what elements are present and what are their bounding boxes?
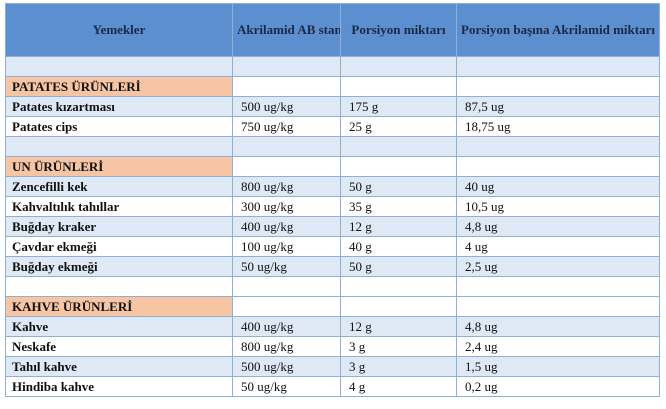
food-name: Patates cips	[5, 116, 233, 137]
per-portion-value: 1,5 ug	[456, 356, 660, 377]
eu-standard-value: 500 ug/kg	[232, 356, 341, 377]
section-row-flour: UN ÜRÜNLERİ	[5, 156, 660, 177]
table-row: Neskafe 800 ug/kg 3 g 2,4 ug	[5, 336, 660, 357]
portion-value: 50 g	[340, 176, 457, 197]
per-portion-value: 4 ug	[456, 236, 660, 257]
eu-standard-value: 400 ug/kg	[232, 316, 341, 337]
table-row: Patates cips 750 ug/kg 25 g 18,75 ug	[5, 116, 660, 137]
eu-standard-value: 50 ug/kg	[232, 376, 341, 397]
per-portion-value: 4,8 ug	[456, 316, 660, 337]
per-portion-value: 87,5 ug	[456, 96, 660, 117]
portion-value: 35 g	[340, 196, 457, 217]
portion-value: 25 g	[340, 116, 457, 137]
portion-value: 12 g	[340, 216, 457, 237]
food-name: Kahvaltılık tahıllar	[5, 196, 233, 217]
table-row: Tahıl kahve 500 ug/kg 3 g 1,5 ug	[5, 356, 660, 377]
blank-row	[5, 136, 660, 157]
portion-value: 3 g	[340, 336, 457, 357]
portion-value: 50 g	[340, 256, 457, 277]
per-portion-value: 10,5 ug	[456, 196, 660, 217]
header-per-portion: Porsiyon başına Akrilamid miktarı	[456, 3, 660, 57]
eu-standard-value: 300 ug/kg	[232, 196, 341, 217]
food-name: Patates kızartması	[5, 96, 233, 117]
table-row: Çavdar ekmeği 100 ug/kg 40 g 4 ug	[5, 236, 660, 257]
per-portion-value: 0,2 ug	[456, 376, 660, 397]
table-row: Zencefilli kek 800 ug/kg 50 g 40 ug	[5, 176, 660, 197]
section-label-flour: UN ÜRÜNLERİ	[5, 156, 233, 177]
table-header-row: Yemekler Akrilamid AB standardı Porsiyon…	[5, 3, 660, 57]
food-name: Zencefilli kek	[5, 176, 233, 197]
per-portion-value: 2,4 ug	[456, 336, 660, 357]
food-name: Tahıl kahve	[5, 356, 233, 377]
per-portion-value: 2,5 ug	[456, 256, 660, 277]
eu-standard-value: 750 ug/kg	[232, 116, 341, 137]
food-name: Buğday kraker	[5, 216, 233, 237]
blank-row	[5, 276, 660, 297]
portion-value: 3 g	[340, 356, 457, 377]
header-eu-standard: Akrilamid AB standardı	[232, 3, 341, 57]
section-label-potato: PATATES ÜRÜNLERİ	[5, 76, 233, 97]
acrylamide-table: Yemekler Akrilamid AB standardı Porsiyon…	[5, 3, 660, 397]
eu-standard-value: 400 ug/kg	[232, 216, 341, 237]
portion-value: 40 g	[340, 236, 457, 257]
table-row: Hindiba kahve 50 ug/kg 4 g 0,2 ug	[5, 376, 660, 397]
food-name: Çavdar ekmeği	[5, 236, 233, 257]
food-name: Kahve	[5, 316, 233, 337]
table-row: Buğday ekmeği 50 ug/kg 50 g 2,5 ug	[5, 256, 660, 277]
eu-standard-value: 800 ug/kg	[232, 176, 341, 197]
food-name: Neskafe	[5, 336, 233, 357]
header-portion: Porsiyon miktarı	[340, 3, 457, 57]
eu-standard-value: 500 ug/kg	[232, 96, 341, 117]
table-row: Patates kızartması 500 ug/kg 175 g 87,5 …	[5, 96, 660, 117]
section-label-coffee: KAHVE ÜRÜNLERİ	[5, 296, 233, 317]
eu-standard-value: 100 ug/kg	[232, 236, 341, 257]
header-foods: Yemekler	[5, 3, 233, 57]
blank-row	[5, 56, 660, 77]
eu-standard-value: 50 ug/kg	[232, 256, 341, 277]
portion-value: 12 g	[340, 316, 457, 337]
table-row: Kahve 400 ug/kg 12 g 4,8 ug	[5, 316, 660, 337]
food-name: Buğday ekmeği	[5, 256, 233, 277]
portion-value: 4 g	[340, 376, 457, 397]
per-portion-value: 18,75 ug	[456, 116, 660, 137]
section-row-coffee: KAHVE ÜRÜNLERİ	[5, 296, 660, 317]
eu-standard-value: 800 ug/kg	[232, 336, 341, 357]
table-row: Kahvaltılık tahıllar 300 ug/kg 35 g 10,5…	[5, 196, 660, 217]
table-row: Buğday kraker 400 ug/kg 12 g 4,8 ug	[5, 216, 660, 237]
portion-value: 175 g	[340, 96, 457, 117]
food-name: Hindiba kahve	[5, 376, 233, 397]
per-portion-value: 4,8 ug	[456, 216, 660, 237]
section-row-potato: PATATES ÜRÜNLERİ	[5, 76, 660, 97]
per-portion-value: 40 ug	[456, 176, 660, 197]
